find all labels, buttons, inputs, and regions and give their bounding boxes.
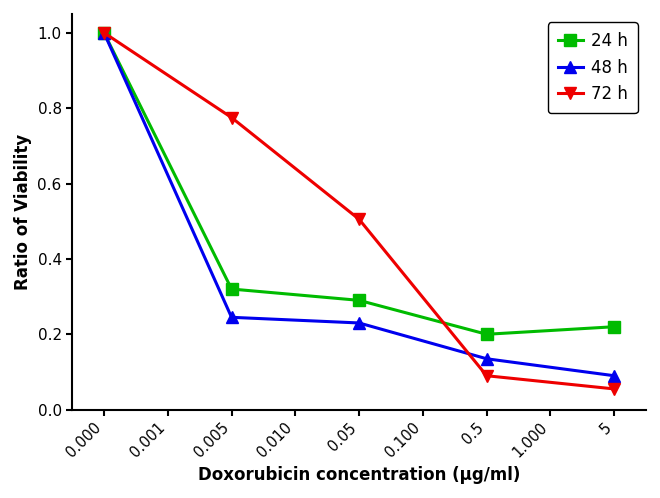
X-axis label: Doxorubicin concentration (μg/ml): Doxorubicin concentration (μg/ml) <box>198 466 520 484</box>
24 h <box>482 331 490 337</box>
Line: 72 h: 72 h <box>98 26 620 395</box>
48 h <box>355 320 363 326</box>
72 h <box>482 373 490 378</box>
Legend: 24 h, 48 h, 72 h: 24 h, 48 h, 72 h <box>548 22 638 113</box>
Line: 24 h: 24 h <box>98 26 620 341</box>
48 h <box>228 314 236 320</box>
Y-axis label: Ratio of Viability: Ratio of Viability <box>14 133 32 290</box>
48 h <box>482 356 490 362</box>
48 h <box>610 373 618 378</box>
48 h <box>100 30 108 36</box>
Line: 48 h: 48 h <box>98 26 620 382</box>
24 h <box>100 30 108 36</box>
72 h <box>355 216 363 222</box>
24 h <box>228 286 236 292</box>
72 h <box>610 386 618 392</box>
24 h <box>610 324 618 330</box>
72 h <box>228 115 236 121</box>
24 h <box>355 297 363 303</box>
72 h <box>100 30 108 36</box>
